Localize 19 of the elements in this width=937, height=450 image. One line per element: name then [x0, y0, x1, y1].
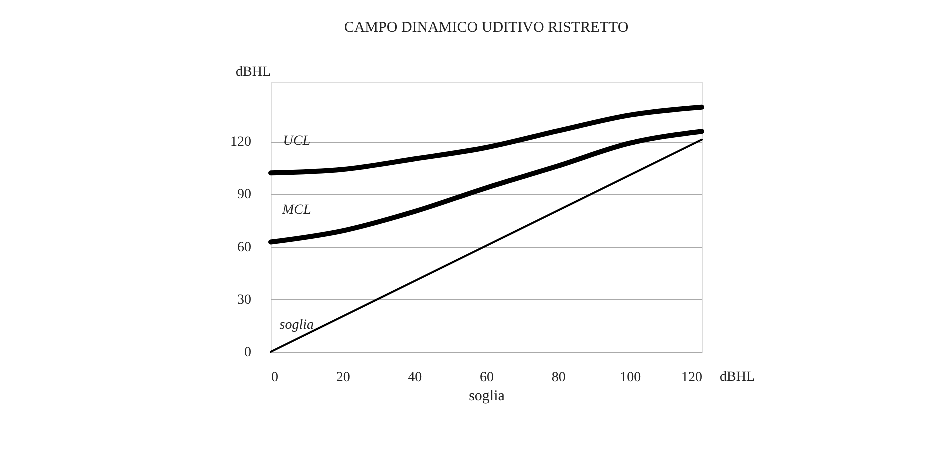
x-tick-label: 60 — [480, 370, 494, 386]
x-tick-label: 20 — [336, 370, 350, 386]
y-axis-title: dBHL — [236, 65, 271, 80]
y-tick-label: 60 — [238, 240, 252, 256]
x-tick-label: 100 — [620, 370, 642, 386]
y-tick-label: 30 — [238, 292, 252, 308]
x-tick-label: 80 — [552, 370, 566, 386]
x-tick-label: 0 — [272, 370, 278, 386]
text: dBHL — [720, 370, 755, 385]
series-label: soglia — [280, 318, 314, 333]
x-tick-label: 40 — [408, 370, 422, 386]
chart-title: CAMPO DINAMICO UDITIVO RISTRETTO — [344, 20, 629, 36]
x-axis-title: soglia — [469, 388, 506, 404]
y-tick-label: 0 — [244, 346, 252, 360]
x-tick-label: 120 — [682, 370, 702, 386]
y-tick-label: 90 — [238, 188, 252, 203]
series-label: MCL — [281, 202, 312, 218]
series-label: UCL — [283, 134, 311, 149]
y-tick-label: 120 — [230, 135, 252, 150]
